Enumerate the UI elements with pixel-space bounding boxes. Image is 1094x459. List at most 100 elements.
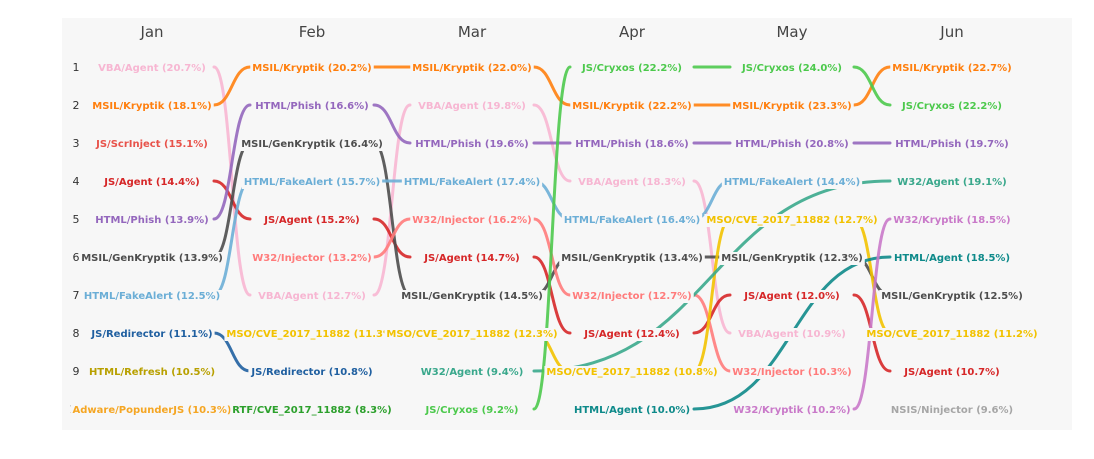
series-point-w32-kryptik: W32/Kryptik (10.2%) xyxy=(731,404,853,417)
series-name: HTML/Phish xyxy=(895,139,961,150)
data-label-adware-popunderjs: Adware/PopunderJS (10.3%) xyxy=(73,405,232,416)
label-background xyxy=(101,176,202,189)
label-background xyxy=(79,252,225,265)
label-background xyxy=(736,328,848,341)
data-label-w32-kryptik: W32/Kryptik (18.5%) xyxy=(893,215,1010,226)
series-value: (18.5%) xyxy=(963,215,1010,226)
series-point-msil-kryptik: MSIL/Kryptik (22.7%) xyxy=(890,62,1014,75)
series-line-w32-injector xyxy=(692,293,732,373)
series-point-mso-cve-2017-11882: MSO/CVE_2017_11882 (12.7%) xyxy=(704,214,880,227)
series-name: Adware/PopunderJS xyxy=(73,405,185,416)
data-label-w32-agent: W32/Agent (19.1%) xyxy=(897,177,1007,188)
data-label-vba-agent: VBA/Agent (12.7%) xyxy=(258,291,366,302)
month-header-jan: Jan xyxy=(139,23,163,41)
series-value: (18.6%) xyxy=(641,139,688,150)
label-background xyxy=(261,214,362,227)
label-background xyxy=(570,100,694,113)
series-value: (19.1%) xyxy=(959,177,1006,188)
data-label-mso-cve-2017-11882: MSO/CVE_2017_11882 (11.2%) xyxy=(866,329,1037,340)
data-label-html-phish: HTML/Phish (16.6%) xyxy=(255,101,368,112)
series-name: W32/Agent xyxy=(421,367,483,378)
series-point-html-phish: HTML/Phish (20.8%) xyxy=(733,138,851,151)
series-value: (12.4%) xyxy=(632,329,679,340)
label-background xyxy=(410,214,534,227)
series-point-js-redirector: JS/Redirector (11.1%) xyxy=(88,328,215,341)
series-name: HTML/Phish xyxy=(575,139,641,150)
label-background xyxy=(96,62,208,75)
label-background xyxy=(88,328,215,341)
series-point-html-fakealert: HTML/FakeAlert (15.7%) xyxy=(241,176,383,189)
data-label-w32-injector: W32/Injector (12.7%) xyxy=(572,291,692,302)
series-value: (10.3%) xyxy=(184,405,231,416)
data-label-msil-kryptik: MSIL/Kryptik (18.1%) xyxy=(92,101,211,112)
series-point-js-agent: JS/Agent (12.4%) xyxy=(581,328,682,341)
series-value: (11.2%) xyxy=(990,329,1037,340)
rank-label-4: 4 xyxy=(73,175,80,188)
series-value: (12.7%) xyxy=(830,215,877,226)
series-point-msil-kryptik: MSIL/Kryptik (20.2%) xyxy=(250,62,374,75)
series-value: (10.7%) xyxy=(952,367,999,378)
series-name: MSIL/Kryptik xyxy=(412,63,484,74)
data-label-js-cryxos: JS/Cryxos (24.0%) xyxy=(741,63,842,74)
series-line-js-agent xyxy=(692,293,732,335)
data-label-msil-genkryptik: MSIL/GenKryptik (16.4%) xyxy=(241,139,383,150)
data-label-html-fakealert: HTML/FakeAlert (12.5%) xyxy=(84,291,220,302)
data-label-js-agent: JS/Agent (12.0%) xyxy=(743,291,839,302)
data-label-w32-kryptik: W32/Kryptik (10.2%) xyxy=(733,405,850,416)
series-value: (11.1%) xyxy=(165,329,212,340)
series-name: HTML/Phish xyxy=(255,101,321,112)
series-value: (9.4%) xyxy=(483,367,523,378)
series-name: MSIL/Kryptik xyxy=(732,101,804,112)
data-label-mso-cve-2017-11882: MSO/CVE_2017_11882 (11.3%) xyxy=(226,329,397,340)
label-background xyxy=(901,366,1002,379)
series-name: NSIS/Ninjector xyxy=(891,405,973,416)
label-background xyxy=(581,328,682,341)
series-point-mso-cve-2017-11882: MSO/CVE_2017_11882 (12.3%) xyxy=(384,328,560,341)
series-value: (10.8%) xyxy=(325,367,372,378)
series-point-html-phish: HTML/Phish (13.9%) xyxy=(93,214,211,227)
series-point-mso-cve-2017-11882: MSO/CVE_2017_11882 (11.3%) xyxy=(224,328,400,341)
series-line-html-phish xyxy=(212,103,252,221)
label-background xyxy=(399,290,545,303)
series-point-js-agent: JS/Agent (14.4%) xyxy=(101,176,202,189)
series-value: (19.6%) xyxy=(481,139,528,150)
series-name: W32/Injector xyxy=(412,215,484,226)
series-name: JS/Cryxos xyxy=(425,405,479,416)
rank-label-1: 1 xyxy=(73,61,80,74)
series-value: (9.2%) xyxy=(478,405,518,416)
series-value: (16.2%) xyxy=(484,215,531,226)
series-point-js-agent: JS/Agent (15.2%) xyxy=(261,214,362,227)
series-name: MSIL/GenKryptik xyxy=(881,291,976,302)
series-point-msil-genkryptik: MSIL/GenKryptik (16.4%) xyxy=(239,138,385,151)
series-name: MSIL/Kryptik xyxy=(252,63,324,74)
data-label-js-agent: JS/Agent (12.4%) xyxy=(583,329,679,340)
data-label-msil-kryptik: MSIL/Kryptik (23.3%) xyxy=(732,101,851,112)
series-name: MSIL/GenKryptik xyxy=(401,291,496,302)
data-label-mso-cve-2017-11882: MSO/CVE_2017_11882 (12.7%) xyxy=(706,215,877,226)
rank-label-7: 7 xyxy=(73,289,80,302)
series-name: HTML/Phish xyxy=(95,215,161,226)
label-background xyxy=(730,100,854,113)
label-background xyxy=(81,290,223,303)
series-name: MSO/CVE_2017_11882 xyxy=(226,329,350,340)
series-value: (12.5%) xyxy=(173,291,220,302)
label-background xyxy=(230,404,394,417)
data-label-js-cryxos: JS/Cryxos (9.2%) xyxy=(425,405,519,416)
series-value: (18.5%) xyxy=(963,253,1010,264)
series-line-js-cryxos xyxy=(852,65,892,107)
series-point-w32-injector: W32/Injector (12.7%) xyxy=(570,290,694,303)
label-background xyxy=(248,366,375,379)
data-label-w32-injector: W32/Injector (10.3%) xyxy=(732,367,852,378)
data-label-html-fakealert: HTML/FakeAlert (17.4%) xyxy=(404,177,540,188)
series-value: (14.5%) xyxy=(495,291,542,302)
series-name: HTML/FakeAlert xyxy=(724,177,813,188)
series-line-w32-injector xyxy=(372,217,412,259)
series-name: HTML/Refresh xyxy=(89,367,168,378)
series-name: JS/ScrInject xyxy=(95,139,161,150)
series-point-msil-genkryptik: MSIL/GenKryptik (12.3%) xyxy=(719,252,865,265)
series-point-msil-genkryptik: MSIL/GenKryptik (13.9%) xyxy=(79,252,225,265)
label-background xyxy=(561,214,703,227)
month-header-mar: Mar xyxy=(458,23,487,41)
series-line-vba-agent xyxy=(372,103,412,297)
series-value: (10.3%) xyxy=(804,367,851,378)
